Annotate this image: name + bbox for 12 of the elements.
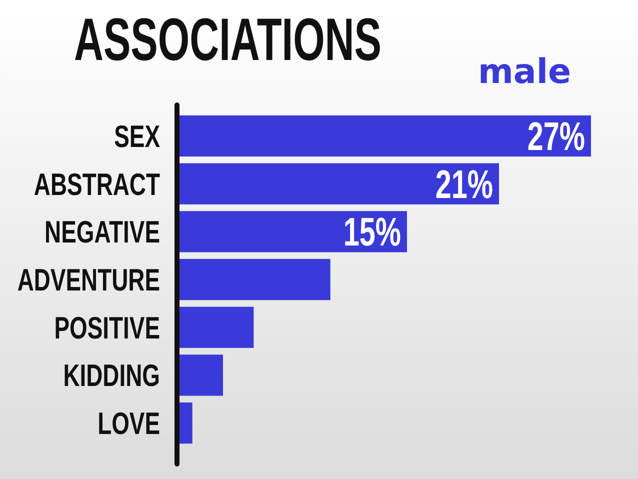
- y-tick-label: NEGATIVE: [44, 214, 160, 250]
- y-tick-label: ABSTRACT: [34, 166, 160, 202]
- chart-title: ASSOCIATIONS: [74, 6, 382, 73]
- y-tick-label: ADVENTURE: [17, 262, 160, 298]
- data-label: 15%: [343, 210, 402, 255]
- y-tick-label: KIDDING: [63, 358, 160, 394]
- data-label: 21%: [435, 162, 494, 207]
- y-tick-label: POSITIVE: [54, 310, 160, 346]
- y-tick-label: LOVE: [98, 406, 160, 441]
- chart-subtitle: male: [478, 52, 572, 92]
- data-label: 27%: [527, 114, 586, 160]
- y-tick-label: SEX: [114, 118, 160, 154]
